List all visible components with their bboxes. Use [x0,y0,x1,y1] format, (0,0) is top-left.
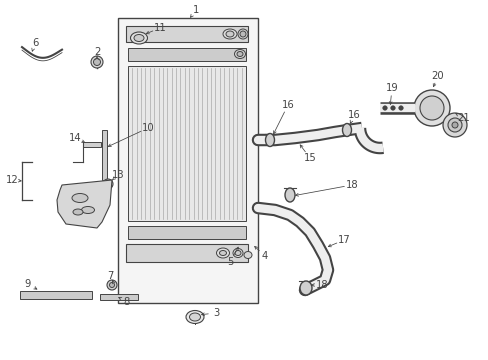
Circle shape [238,29,247,39]
Circle shape [451,122,457,128]
Ellipse shape [72,194,88,202]
Bar [118,18,258,303]
Ellipse shape [223,29,237,39]
Text: 18: 18 [315,280,327,290]
Circle shape [442,113,466,137]
Bar [102,130,107,180]
Text: 6: 6 [32,38,38,48]
Text: 1: 1 [192,5,199,15]
Text: 8: 8 [123,297,130,307]
Text: 11: 11 [153,23,166,33]
Ellipse shape [232,248,243,257]
Polygon shape [57,180,112,228]
Ellipse shape [299,281,311,295]
Circle shape [103,179,113,189]
Ellipse shape [185,310,203,324]
Text: 19: 19 [385,83,398,93]
Text: 21: 21 [457,113,469,123]
Circle shape [91,56,103,68]
Text: 17: 17 [337,235,350,245]
Text: 5: 5 [226,257,233,267]
Ellipse shape [81,207,94,213]
Bar [83,142,101,147]
Ellipse shape [285,188,294,202]
Ellipse shape [216,248,229,258]
Ellipse shape [342,123,351,136]
Text: 12: 12 [6,175,19,185]
Text: 16: 16 [281,100,294,110]
Text: 18: 18 [345,180,358,190]
Bar [128,226,245,239]
Circle shape [398,106,403,110]
Bar [126,244,247,262]
Text: 7: 7 [106,271,113,281]
Bar [128,48,245,61]
Ellipse shape [234,49,245,58]
Ellipse shape [225,31,234,37]
Ellipse shape [134,35,143,41]
Text: 3: 3 [212,308,219,318]
Text: 9: 9 [25,279,31,289]
Circle shape [109,283,114,288]
Bar [20,291,92,299]
Text: 4: 4 [262,251,267,261]
Circle shape [382,106,386,110]
Circle shape [413,90,449,126]
Text: 2: 2 [94,47,100,57]
Text: 14: 14 [68,133,81,143]
Bar [128,66,245,221]
Text: 20: 20 [431,71,444,81]
Text: 15: 15 [303,153,316,163]
Ellipse shape [130,32,147,44]
Circle shape [107,280,117,290]
Bar [126,26,247,42]
Circle shape [390,106,394,110]
Ellipse shape [237,51,243,57]
Circle shape [105,181,110,186]
Text: 10: 10 [142,123,154,133]
Ellipse shape [219,251,226,256]
Ellipse shape [189,313,200,321]
Ellipse shape [265,134,274,147]
Ellipse shape [244,252,251,258]
Circle shape [93,58,101,66]
Circle shape [240,31,245,37]
Ellipse shape [73,209,83,215]
Bar [100,294,138,300]
Circle shape [419,96,443,120]
Text: 16: 16 [347,110,360,120]
Circle shape [447,118,461,132]
Ellipse shape [235,251,241,256]
Text: 13: 13 [111,170,124,180]
